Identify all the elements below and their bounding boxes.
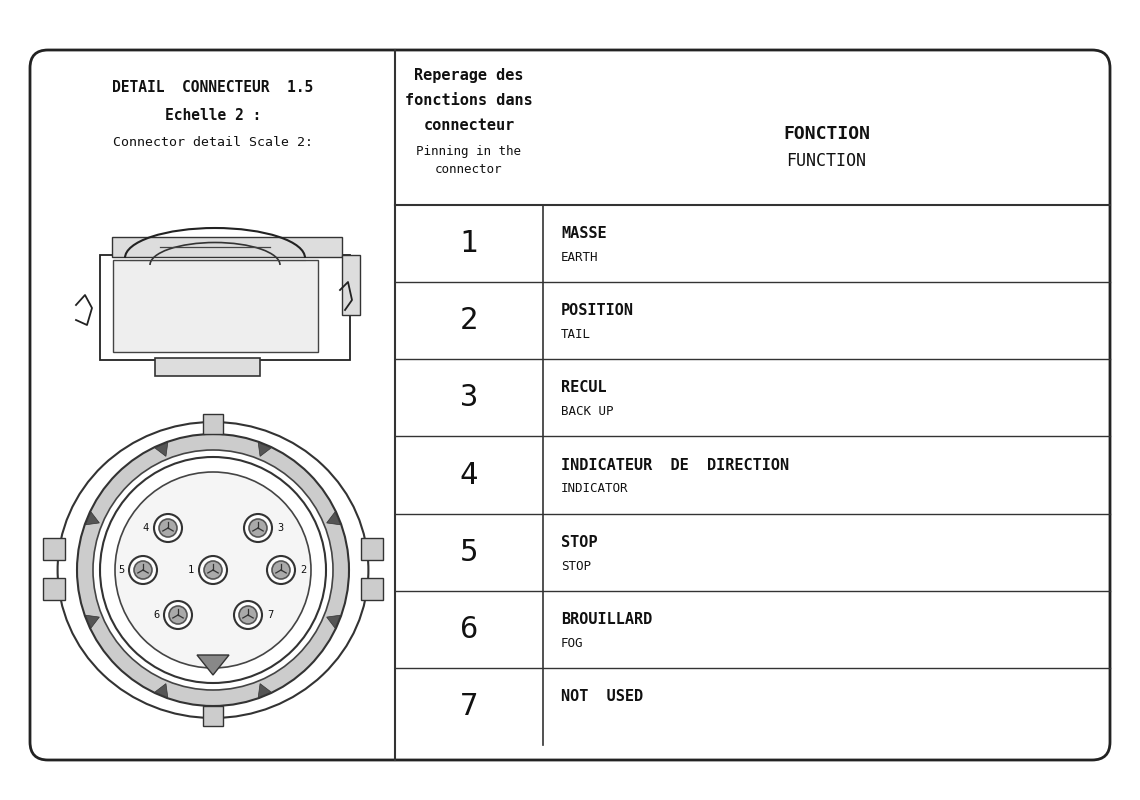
Text: Echelle 2 :: Echelle 2 : xyxy=(165,108,261,123)
Polygon shape xyxy=(327,512,341,525)
Circle shape xyxy=(129,556,157,584)
Text: DETAIL  CONNECTEUR  1.5: DETAIL CONNECTEUR 1.5 xyxy=(113,80,314,95)
Circle shape xyxy=(272,561,290,579)
Text: 3: 3 xyxy=(459,383,478,412)
Text: TAIL: TAIL xyxy=(561,328,591,342)
Text: connector: connector xyxy=(435,163,503,176)
Text: EARTH: EARTH xyxy=(561,251,598,264)
Bar xyxy=(100,255,350,360)
Circle shape xyxy=(78,434,349,706)
Text: 2: 2 xyxy=(300,565,307,575)
Circle shape xyxy=(234,601,262,629)
Text: POSITION: POSITION xyxy=(561,303,634,318)
Text: BACK UP: BACK UP xyxy=(561,406,613,418)
Bar xyxy=(203,706,223,726)
Bar xyxy=(112,237,342,257)
Circle shape xyxy=(115,472,311,668)
Text: FOG: FOG xyxy=(561,637,584,650)
Text: 7: 7 xyxy=(459,692,478,721)
Text: Reperage des: Reperage des xyxy=(414,68,523,83)
Text: connecteur: connecteur xyxy=(423,118,514,133)
Circle shape xyxy=(200,556,227,584)
Text: 3: 3 xyxy=(277,523,283,533)
Circle shape xyxy=(100,457,326,683)
Text: FONCTION: FONCTION xyxy=(783,125,870,143)
Text: STOP: STOP xyxy=(561,534,597,550)
Circle shape xyxy=(249,519,267,537)
Bar xyxy=(75,220,370,375)
Polygon shape xyxy=(327,615,341,628)
Text: BROUILLARD: BROUILLARD xyxy=(561,612,652,626)
Text: FUNCTION: FUNCTION xyxy=(787,152,866,170)
Polygon shape xyxy=(258,684,271,698)
Polygon shape xyxy=(258,442,271,456)
Bar xyxy=(203,414,223,434)
Circle shape xyxy=(204,561,222,579)
Polygon shape xyxy=(86,615,99,628)
Text: INDICATOR: INDICATOR xyxy=(561,482,628,495)
FancyBboxPatch shape xyxy=(30,50,1110,760)
Bar xyxy=(43,578,65,600)
Text: NOT  USED: NOT USED xyxy=(561,689,643,704)
Polygon shape xyxy=(197,655,229,675)
Text: 1: 1 xyxy=(188,565,194,575)
Text: 4: 4 xyxy=(142,523,149,533)
Circle shape xyxy=(93,450,333,690)
Text: RECUL: RECUL xyxy=(561,380,606,395)
Bar xyxy=(113,260,318,352)
Circle shape xyxy=(267,556,295,584)
Text: INDICATEUR  DE  DIRECTION: INDICATEUR DE DIRECTION xyxy=(561,458,789,473)
Circle shape xyxy=(239,606,256,624)
Circle shape xyxy=(135,561,152,579)
Text: 1: 1 xyxy=(459,229,478,258)
Text: 6: 6 xyxy=(459,614,478,644)
Bar xyxy=(361,538,383,560)
Text: 2: 2 xyxy=(459,306,478,335)
Text: STOP: STOP xyxy=(561,560,591,573)
Polygon shape xyxy=(155,442,168,456)
Polygon shape xyxy=(86,512,99,525)
Text: MASSE: MASSE xyxy=(561,226,606,241)
Ellipse shape xyxy=(58,422,368,718)
Text: Pinning in the: Pinning in the xyxy=(416,145,521,158)
Circle shape xyxy=(154,514,182,542)
Text: fonctions dans: fonctions dans xyxy=(405,93,532,108)
Bar xyxy=(342,255,360,315)
Text: 6: 6 xyxy=(153,610,160,620)
Text: 7: 7 xyxy=(267,610,274,620)
Text: Connector detail Scale 2:: Connector detail Scale 2: xyxy=(113,136,314,149)
Bar xyxy=(43,538,65,560)
Circle shape xyxy=(164,601,192,629)
Bar xyxy=(155,358,260,376)
Polygon shape xyxy=(155,684,168,698)
Text: 5: 5 xyxy=(459,538,478,566)
Circle shape xyxy=(169,606,187,624)
Bar xyxy=(361,578,383,600)
Circle shape xyxy=(158,519,177,537)
Circle shape xyxy=(244,514,272,542)
Text: 4: 4 xyxy=(459,461,478,490)
Text: 5: 5 xyxy=(117,565,124,575)
